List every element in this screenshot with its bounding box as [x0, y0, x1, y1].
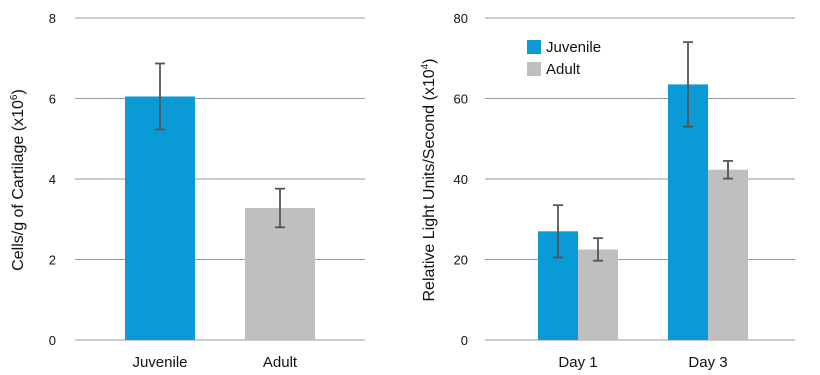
x-category-label: Juvenile [132, 354, 187, 371]
chart-relative-light-units: Relative Light Units/Second (x104) 0 20 40… [420, 11, 795, 371]
x-category-label: Day 3 [688, 354, 727, 371]
y-tick-label: 0 [461, 333, 468, 348]
y-tick-label: 8 [49, 11, 56, 26]
y-tick-label: 60 [454, 92, 468, 107]
x-category-label: Adult [263, 354, 298, 371]
y-axis-label-left: Cells/g of Cartilage (x106) [9, 89, 27, 271]
bar-adult [708, 169, 748, 340]
y-tick-label: 4 [49, 172, 56, 187]
y-tick-label: 80 [454, 11, 468, 26]
bar-juvenile [125, 96, 195, 340]
bar-adult [578, 249, 618, 340]
y-tick-label: 2 [49, 253, 56, 268]
y-tick-label: 0 [49, 333, 56, 348]
legend-swatch-juvenile [527, 40, 541, 54]
y-tick-label: 40 [454, 172, 468, 187]
bar-adult [245, 207, 315, 340]
chart-cells-per-gram: Cells/g of Cartilage (x106) 0 2 4 6 8 Juvenil… [9, 11, 365, 371]
legend-label-juvenile: Juvenile [546, 39, 601, 56]
y-tick-label: 20 [454, 253, 468, 268]
y-tick-label: 6 [49, 92, 56, 107]
y-axis-label-right: Relative Light Units/Second (x104) [420, 58, 438, 301]
legend-label-adult: Adult [546, 61, 581, 78]
legend-swatch-adult [527, 62, 541, 76]
x-category-label: Day 1 [558, 354, 597, 371]
